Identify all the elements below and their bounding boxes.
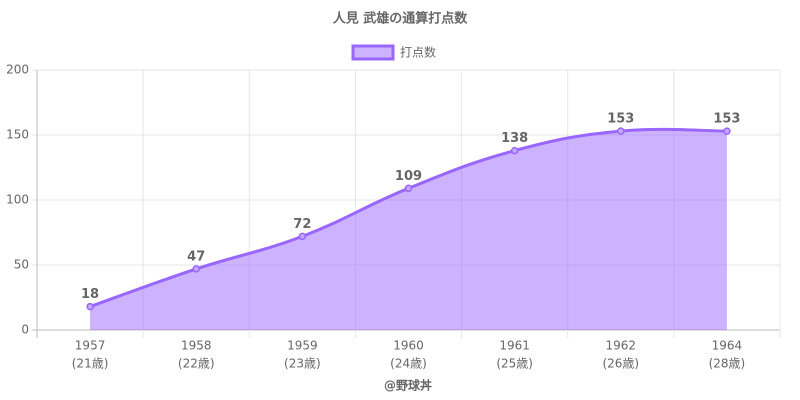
x-tick-label: 1960 [393,339,424,353]
data-label: 138 [501,131,528,146]
point [404,184,413,193]
chart-title: 人見 武雄の通算打点数 [333,11,469,27]
x-tick-label: 1957 [75,339,106,353]
x-tick-label: 1964 [712,339,743,353]
point [617,127,625,135]
data-label: 47 [187,249,205,264]
y-tick-label: 50 [14,258,29,272]
x-tick-sublabel: (28歳) [709,357,746,371]
legend-label: 打点数 [400,45,436,60]
x-tick-sublabel: (21歳) [72,357,109,371]
point [298,232,307,241]
x-tick-label: 1961 [499,339,530,353]
x-tick-sublabel: (26歳) [602,357,639,371]
x-tick-sublabel: (22歳) [178,357,215,371]
legend-swatch [351,44,395,61]
y-tick-label: 200 [6,63,29,77]
y-tick-label: 150 [6,128,29,142]
point [723,127,731,135]
x-tick-label: 1958 [181,339,212,353]
data-label: 18 [81,287,99,302]
x-tick-label: 1962 [606,339,637,353]
point [86,302,94,311]
x-tick-sublabel: (25歳) [496,357,533,371]
data-label: 72 [293,217,311,232]
point [510,146,519,155]
x-tick-sublabel: (24歳) [390,357,427,371]
x-axis-label: @野球丼 [384,378,432,393]
x-tick-sublabel: (23歳) [284,357,321,371]
x-tick-label: 1959 [287,339,318,353]
y-tick-label: 100 [6,193,29,207]
data-label: 153 [607,112,634,127]
y-tick-label: 0 [21,323,29,337]
area [90,129,727,330]
point [192,265,200,273]
data-label: 109 [395,169,422,184]
data-label: 153 [713,112,740,127]
